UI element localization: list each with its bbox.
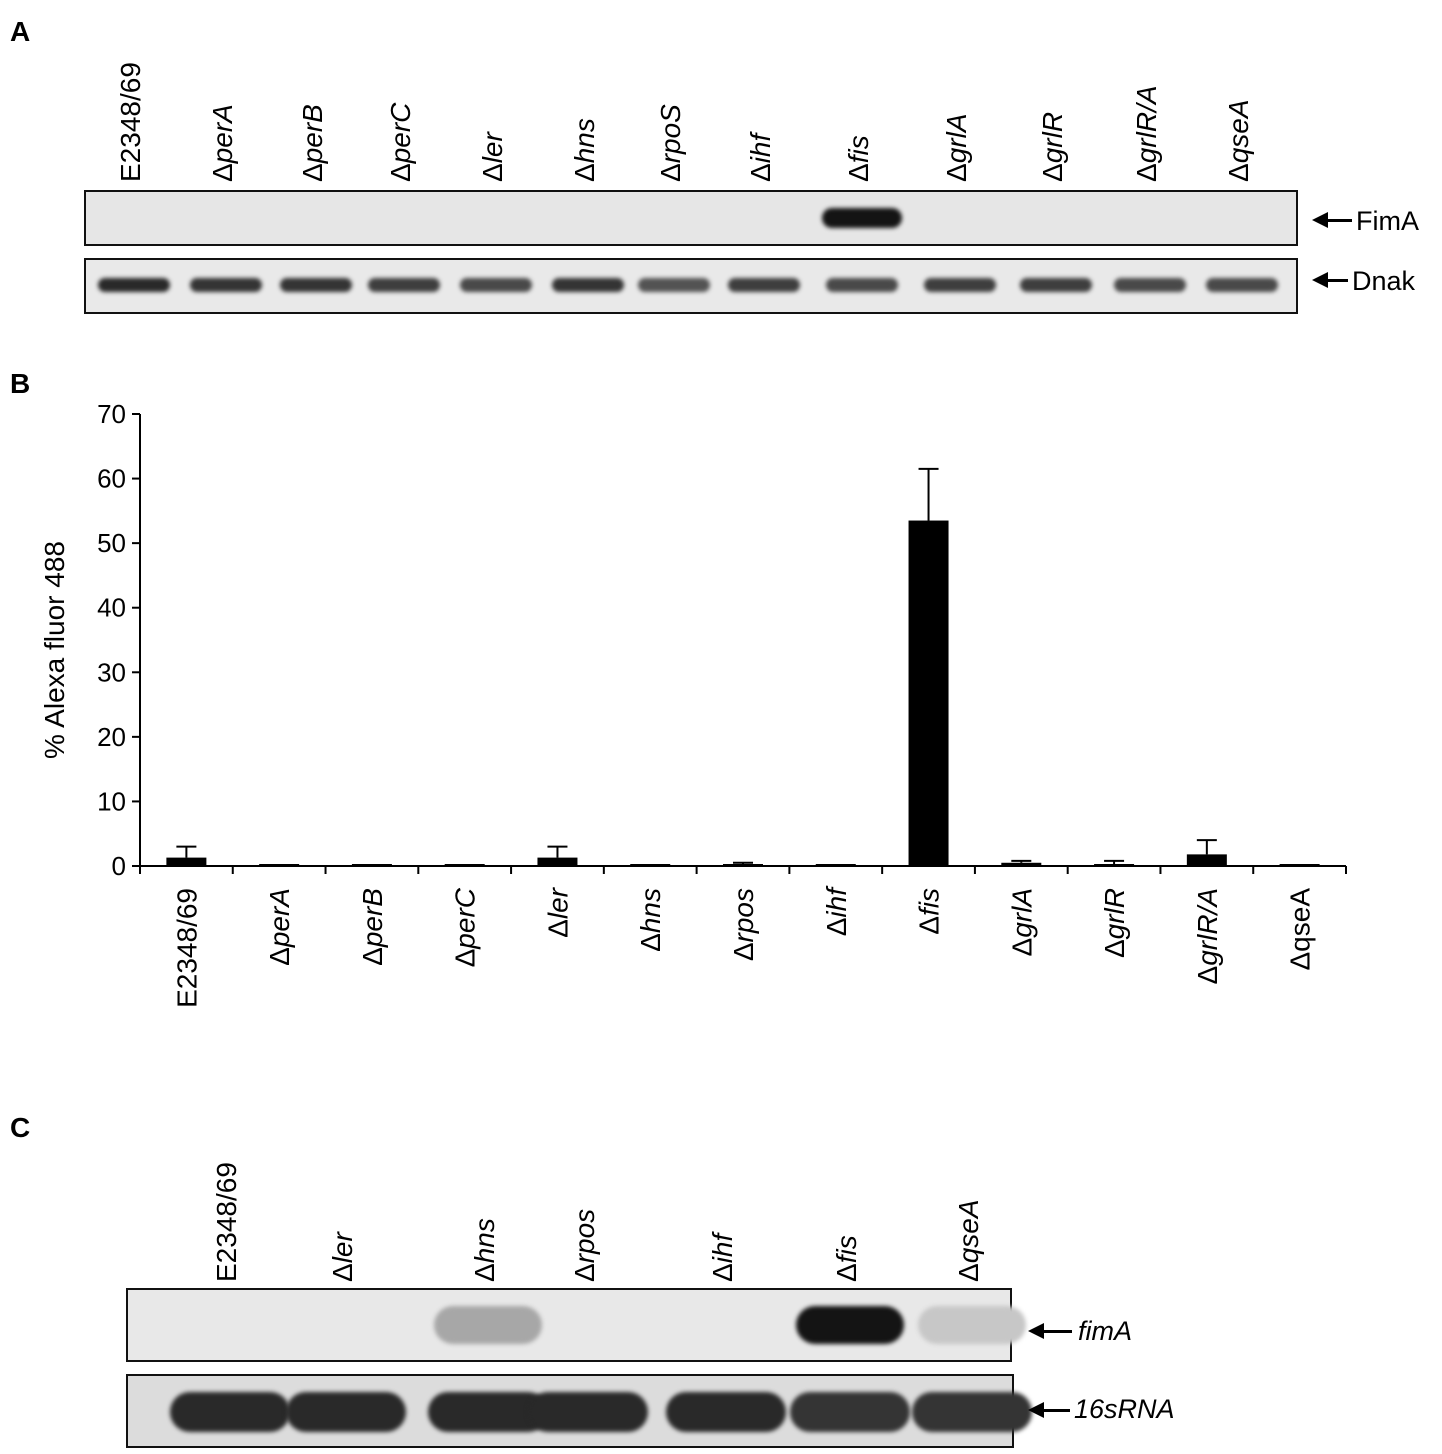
x-tick-label-2: ΔperB	[357, 888, 388, 966]
fima-c-band-5	[796, 1306, 904, 1344]
bar-1	[259, 864, 300, 866]
lane-label-11: ΔgrlR/A	[1131, 85, 1162, 183]
fima-arrow-icon	[1312, 212, 1352, 228]
lane-label-5: Δhns	[569, 118, 600, 182]
fima-label: FimA	[1356, 206, 1419, 236]
dnak-band-0	[98, 278, 170, 292]
lane-label-6: ΔrpoS	[655, 104, 686, 182]
y-tick-label: 60	[97, 464, 126, 494]
16srna-label: 16sRNA	[1074, 1394, 1175, 1424]
bar-chart: % Alexa fluor 488 0 10 20 30 40 50 60 70 E2348/…	[39, 399, 1347, 1008]
bar-9	[1001, 862, 1042, 866]
fima-c-arrow-icon	[1028, 1323, 1072, 1339]
x-tick-label-9: ΔgrlA	[1006, 888, 1037, 957]
y-tick-label: 30	[97, 657, 126, 687]
lane-label-1: ΔperA	[207, 104, 238, 182]
panel-letter-c: C	[10, 1112, 31, 1143]
bar-2	[351, 864, 392, 866]
bar-11	[1186, 854, 1227, 866]
rna16s-band-6	[912, 1392, 1032, 1432]
bar-0	[166, 857, 207, 866]
blot-c-fima-strip	[126, 1288, 1026, 1362]
x-tick-label-1: ΔperA	[264, 888, 295, 966]
x-tick-label-7: Δihf	[821, 885, 852, 936]
lane-label-7: Δihf	[745, 133, 776, 182]
rna16s-band-1	[286, 1392, 406, 1432]
lane-label-1: Δler	[327, 1232, 358, 1282]
y-tick-label: 20	[97, 722, 126, 752]
y-axis-label: % Alexa fluor 488	[39, 541, 70, 759]
blot-a-fima-strip	[84, 190, 1298, 246]
bar-6	[723, 864, 763, 866]
bar-7	[815, 864, 856, 866]
x-tick-label-6: Δrpos	[728, 888, 759, 961]
lane-label-0: E2348/69	[115, 62, 146, 182]
lane-label-2: Δhns	[469, 1218, 500, 1282]
x-tick-label-5: Δhns	[635, 888, 666, 952]
dnak-band-9	[924, 278, 996, 292]
lane-label-10: ΔgrlR	[1037, 111, 1068, 182]
y-tick-label: 10	[97, 786, 126, 816]
lane-label-8: Δfis	[843, 135, 874, 182]
blot-c-16srna-strip	[126, 1374, 1032, 1448]
x-tick-label-8: Δfis	[914, 888, 945, 935]
bar-3	[444, 864, 485, 866]
x-tick-label-4: Δler	[542, 886, 573, 937]
bar-4	[537, 857, 578, 866]
rna16s-band-0	[170, 1392, 290, 1432]
lane-label-12: ΔqseA	[1223, 99, 1254, 182]
lane-label-9: ΔgrlA	[941, 113, 972, 183]
lane-label-4: Δihf	[707, 1233, 738, 1282]
dnak-band-1	[190, 278, 262, 292]
dnak-band-11	[1114, 278, 1186, 292]
lane-label-5: Δfis	[831, 1235, 862, 1282]
dnak-band-2	[280, 278, 352, 292]
lane-label-6: ΔqseA	[953, 1199, 984, 1282]
lane-label-2: ΔperB	[297, 104, 328, 182]
dnak-label: Dnak	[1352, 266, 1416, 296]
blot-a-dnak-strip	[84, 258, 1298, 314]
lane-label-3: ΔperC	[385, 102, 416, 182]
bar-5	[630, 864, 671, 866]
dnak-band-6	[638, 278, 710, 292]
lane-label-4: Δler	[477, 132, 508, 182]
rna16s-band-5	[790, 1392, 910, 1432]
fima-c-label: fimA	[1078, 1316, 1132, 1346]
y-tick-label: 50	[97, 528, 126, 558]
16srna-arrow-icon	[1028, 1402, 1070, 1418]
y-tick-label: 0	[112, 851, 126, 881]
fima-band-8	[822, 208, 902, 228]
dnak-band-12	[1206, 278, 1278, 292]
x-tick-label-3: ΔperC	[450, 887, 481, 967]
fima-c-band-6	[918, 1306, 1026, 1344]
dnak-arrow-icon	[1312, 272, 1348, 288]
lane-label-0: E2348/69	[211, 1162, 242, 1282]
dnak-band-4	[460, 278, 532, 292]
dnak-band-8	[826, 278, 898, 292]
lane-label-3: Δrpos	[569, 1208, 600, 1282]
bar-10	[1094, 864, 1135, 866]
dnak-band-3	[368, 278, 440, 292]
x-tick-label-12: ΔqseA	[1285, 888, 1316, 971]
dnak-band-5	[552, 278, 624, 292]
y-tick-label: 40	[97, 593, 126, 623]
dnak-band-7	[728, 278, 800, 292]
x-tick-label-10: ΔgrlR	[1099, 888, 1130, 958]
dnak-band-10	[1020, 278, 1092, 292]
x-tick-label-11: ΔgrlR/A	[1192, 888, 1223, 985]
bar-12	[1279, 864, 1320, 866]
x-tick-label-0: E2348/69	[171, 888, 202, 1008]
panel-letter-b: B	[10, 368, 31, 399]
panel-letter-a: A	[10, 16, 31, 47]
y-tick-label: 70	[97, 399, 126, 429]
rna16s-band-3	[528, 1392, 648, 1432]
fima-c-band-2	[434, 1306, 542, 1344]
bar-8	[908, 520, 949, 866]
rna16s-band-4	[666, 1392, 786, 1432]
